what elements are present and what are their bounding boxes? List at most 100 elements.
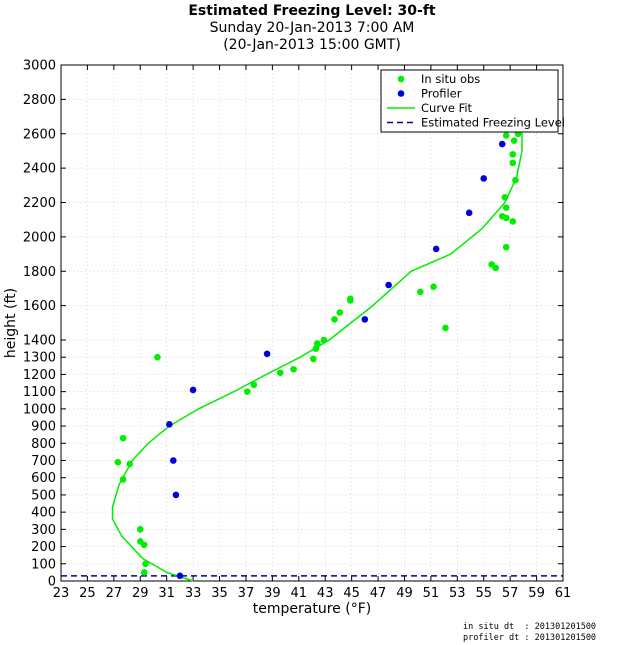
insitu-point [250, 381, 258, 389]
legend-insitu-marker [397, 75, 405, 83]
legend-label: Curve Fit [421, 101, 473, 115]
x-tick-label: 59 [528, 586, 545, 601]
profiler-point [480, 175, 488, 182]
insitu-point [154, 353, 161, 361]
legend-label: In situ obs [421, 72, 480, 86]
plot-area [60, 64, 564, 582]
insitu-point [140, 569, 148, 576]
y-tick-label: 1300 [23, 351, 56, 366]
y-tick-label: 1800 [23, 265, 56, 280]
curve-fit-layer [111, 124, 523, 582]
profiler-timestamp: profiler dt : 201301201500 [463, 633, 597, 643]
x-tick-label: 61 [555, 586, 572, 601]
x-tick-label: 29 [132, 586, 149, 601]
profiler-point [176, 572, 184, 580]
x-tick-label: 49 [396, 586, 413, 601]
y-tick-label: 2000 [23, 230, 56, 245]
profiler-point [432, 245, 440, 253]
profiler-point [166, 421, 173, 428]
insitu-point [502, 243, 510, 251]
axis-ticks: 23 25 27 29 31 33 35 37 39 41 43 45 47 49 51 53 55 57 59 61… [23, 59, 571, 602]
insitu-point [243, 388, 251, 395]
insitu-point [312, 345, 320, 352]
insitu-point [501, 194, 509, 201]
y-tick-label: 1400 [23, 334, 56, 349]
insitu-point [142, 560, 149, 568]
chart-titles: Estimated Freezing Level: 30-ft Sunday 2… [0, 3, 624, 54]
insitu-point [509, 218, 517, 225]
x-tick-label: 45 [343, 586, 360, 601]
x-axis-label: temperature (°F) [253, 601, 371, 617]
y-axis-label: height (ft) [3, 288, 19, 358]
legend-box [380, 69, 559, 133]
x-tick-label: 39 [264, 586, 281, 601]
insitu-point [119, 476, 127, 483]
y-tick-label: 2400 [23, 162, 56, 177]
legend-profiler-marker [397, 90, 405, 97]
curve-fit-line [111, 124, 523, 582]
insitu-point [509, 159, 517, 167]
chart-subtitle-local-time: Sunday 20-Jan-2013 7:00 AM [209, 20, 415, 36]
y-tick-label: 3000 [23, 59, 56, 74]
insitu-point [417, 288, 424, 296]
x-tick-label: 37 [238, 586, 255, 601]
insitu-point [502, 214, 510, 222]
insitu-point [502, 132, 510, 139]
insitu-point [136, 538, 144, 545]
insitu-point [336, 309, 344, 316]
y-tick-label: 800 [31, 437, 56, 452]
x-tick-label: 25 [79, 586, 96, 601]
y-tick-label: 2600 [23, 127, 56, 142]
insitu-point [320, 336, 328, 344]
y-tick-label: 700 [31, 454, 56, 469]
insitu-point [512, 176, 519, 184]
profiler-point [189, 386, 197, 394]
insitu-point [276, 369, 284, 377]
y-tick-label: 400 [31, 506, 56, 521]
insitu-point [136, 526, 144, 533]
x-tick-label: 23 [53, 586, 70, 601]
profiler-point [361, 316, 369, 323]
insitu-point [331, 316, 338, 323]
x-tick-label: 55 [475, 586, 492, 601]
freezing-level-chart: 23 25 27 29 31 33 35 37 39 41 43 45 47 49 51 53 55 57 59 61… [3, 59, 571, 618]
insitu-point [509, 151, 517, 158]
y-tick-label: 200 [31, 540, 56, 555]
y-tick-label: 0 [48, 575, 56, 590]
x-tick-label: 43 [317, 586, 334, 601]
x-tick-label: 47 [370, 586, 387, 601]
chart-title: Estimated Freezing Level: 30-ft [188, 3, 436, 19]
insitu-point [313, 340, 321, 347]
x-tick-label: 51 [423, 586, 440, 601]
x-tick-label: 33 [185, 586, 202, 601]
insitu-point [347, 295, 354, 303]
insitu-point [290, 365, 297, 373]
y-tick-label: 900 [31, 420, 56, 435]
data-timestamps: in situ dt : 201301201500 profiler dt : 2… [463, 622, 596, 644]
insitu-timestamp: in situ dt : 201301201500 [463, 622, 597, 632]
profiler-point [385, 281, 392, 289]
y-tick-label: 1200 [23, 368, 56, 383]
y-tick-label: 500 [31, 488, 56, 503]
insitu-point [430, 283, 437, 291]
x-tick-label: 35 [211, 586, 228, 601]
grid [61, 65, 563, 581]
y-tick-label: 1000 [23, 402, 56, 417]
x-tick-label: 53 [449, 586, 466, 601]
insitu-point [126, 460, 133, 468]
profiler-point [169, 457, 177, 464]
chart-subtitle-gmt-time: (20-Jan-2013 15:00 GMT) [223, 37, 401, 53]
insitu-point [114, 458, 122, 466]
data-points-layer [114, 130, 522, 580]
y-tick-label: 300 [31, 523, 56, 538]
legend-label: Profiler [421, 87, 462, 101]
x-tick-label: 31 [158, 586, 175, 601]
profiler-point [263, 350, 271, 358]
y-tick-label: 2200 [23, 196, 56, 211]
y-tick-label: 100 [31, 557, 56, 572]
y-tick-label: 2800 [23, 93, 56, 108]
y-tick-label: 600 [31, 471, 56, 486]
x-tick-label: 27 [106, 586, 123, 601]
insitu-point [492, 264, 499, 272]
insitu-point [310, 355, 317, 363]
